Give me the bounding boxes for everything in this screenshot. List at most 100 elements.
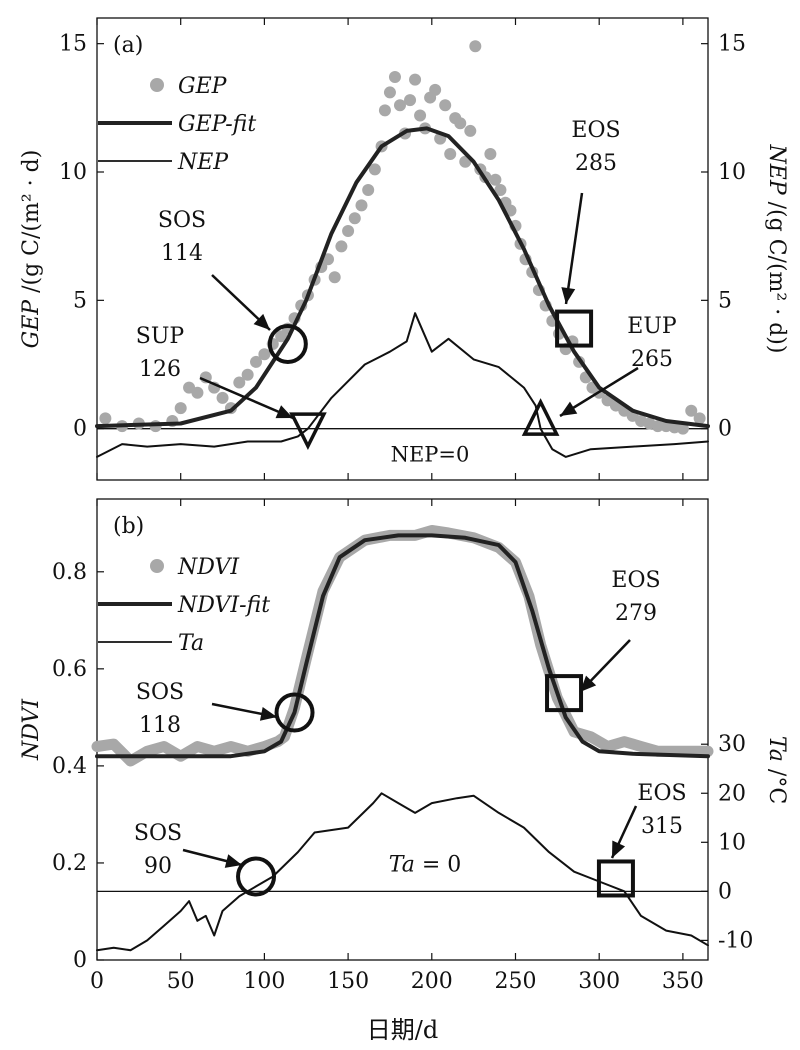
gep-point <box>388 71 401 84</box>
legend-label: NDVI <box>177 555 240 580</box>
annotation-eos: EOS 279 <box>545 568 661 713</box>
gep-point <box>414 109 427 122</box>
y2-tick-label-a: 5 <box>718 288 732 313</box>
y-tick-label-b: 0 <box>73 948 87 973</box>
fit-line <box>95 126 710 429</box>
annotation-sos: SOS 114 <box>158 208 308 364</box>
y2-axis-label-main: NEP <box>764 144 789 196</box>
square-marker <box>545 674 584 713</box>
y-axis-label-unit: /(g C/(m² · d) <box>19 150 44 300</box>
gep-point <box>676 422 689 435</box>
y-tick-label-a: 15 <box>59 32 87 57</box>
y-axis-label-main: NDVI <box>19 698 44 761</box>
y-tick-label-a: 0 <box>73 417 87 442</box>
annotation-sos: SOS 90 <box>134 821 277 897</box>
plot-frame-a <box>96 17 709 481</box>
x-tick-label: 200 <box>411 969 453 994</box>
gep-point <box>494 183 507 196</box>
gep-point <box>393 99 406 112</box>
circle-marker <box>274 692 315 733</box>
triangle-up-marker <box>521 398 560 436</box>
y-axis-label-b: NDVI <box>19 698 44 761</box>
triangle-down-marker <box>289 412 327 451</box>
y-tick-label-b: 0.6 <box>52 657 87 682</box>
x-tick-label: 100 <box>243 969 285 994</box>
y2-tick-label-a: 10 <box>718 160 746 185</box>
annotation-arrow-head <box>560 401 578 416</box>
y-tick-label-b: 0.2 <box>52 851 87 876</box>
y2-tick-label-a: 0 <box>718 417 732 442</box>
gep-point <box>241 368 254 381</box>
annotation-label: SOS <box>136 680 184 705</box>
annotation-label: EOS <box>611 568 660 593</box>
annotation-label: EOS <box>637 781 686 806</box>
reference-line-label: Ta = 0 <box>389 852 462 877</box>
legend-label: GEP <box>178 74 228 99</box>
legend-marker <box>150 559 164 573</box>
annotation-eos: EOS 285 <box>555 118 621 348</box>
legend-label: Ta <box>178 631 204 656</box>
gep-point <box>444 148 457 161</box>
gep-point <box>464 124 477 137</box>
gep-point <box>368 163 381 176</box>
gep-point <box>99 412 112 425</box>
gep-point <box>348 212 361 225</box>
x-tick-label: 350 <box>662 969 704 994</box>
annotation-arrow-shaft <box>199 376 294 420</box>
gep-point <box>439 99 452 112</box>
x-tick-label: 300 <box>578 969 620 994</box>
reference-line-label-var: Ta <box>389 852 415 877</box>
annotation-label: EUP <box>627 314 677 339</box>
gep-point <box>429 83 442 96</box>
y2-tick-label-b: 10 <box>718 830 746 855</box>
annotation-value: 315 <box>641 814 683 839</box>
circle-marker <box>236 856 277 897</box>
panel-label-a: (a) <box>113 33 143 58</box>
annotation-value: 285 <box>575 151 617 176</box>
y2-tick-label-a: 15 <box>718 32 746 57</box>
annotation-arrow-head <box>612 840 626 858</box>
annotation-value: 126 <box>139 357 181 382</box>
panel-label-b: (b) <box>113 514 144 539</box>
gep-point <box>362 183 375 196</box>
annotation-eup: EUP 265 <box>521 314 677 436</box>
gep-point <box>693 412 706 425</box>
gep-point <box>328 271 341 284</box>
x-tick-label: 50 <box>167 969 195 994</box>
x-tick-label: 0 <box>90 969 104 994</box>
gep-point <box>191 386 204 399</box>
y2-axis-label-unit: /°C <box>764 762 789 804</box>
gep-point <box>342 225 355 238</box>
y-tick-label-a: 5 <box>73 288 87 313</box>
square-marker <box>596 859 635 898</box>
y2-tick-label-b: 20 <box>718 781 746 806</box>
gep-point <box>250 355 263 368</box>
x-axis-label: 日期/d <box>367 1016 438 1044</box>
gep-point <box>258 348 271 361</box>
legend-label: NEP <box>177 150 229 175</box>
y2-tick-label-b: 30 <box>718 732 746 757</box>
annotation-eos: EOS 315 <box>596 781 687 898</box>
annotation-value: 279 <box>615 601 657 626</box>
y2-axis-label-main: Ta <box>764 736 789 762</box>
annotation-arrow-head <box>253 313 270 330</box>
legend-b: NDVI NDVI-fit Ta <box>98 555 270 656</box>
annotation-value: 90 <box>144 854 172 879</box>
gep-point <box>651 420 664 433</box>
legend-a: GEP GEP-fit NEP <box>98 74 256 175</box>
gep-point <box>378 104 391 117</box>
gep-point <box>409 73 422 86</box>
gep-point <box>233 376 246 389</box>
annotation-sup: SUP 126 <box>136 324 327 451</box>
annotation-sos: SOS 118 <box>136 680 315 738</box>
panel-a: 0 5 10 15 0 5 10 15 GEP /(g C/(m² · d) NEP /(g C/… <box>19 17 789 481</box>
reference-line-label: NEP=0 <box>391 443 470 467</box>
annotation-arrow-head <box>275 405 293 419</box>
gep-point <box>383 86 396 99</box>
annotation-arrow-head <box>580 675 597 692</box>
annotation-arrow-head <box>259 706 277 721</box>
gep-point <box>469 40 482 53</box>
gep-point <box>216 391 229 404</box>
legend-label: NDVI-fit <box>177 593 270 618</box>
